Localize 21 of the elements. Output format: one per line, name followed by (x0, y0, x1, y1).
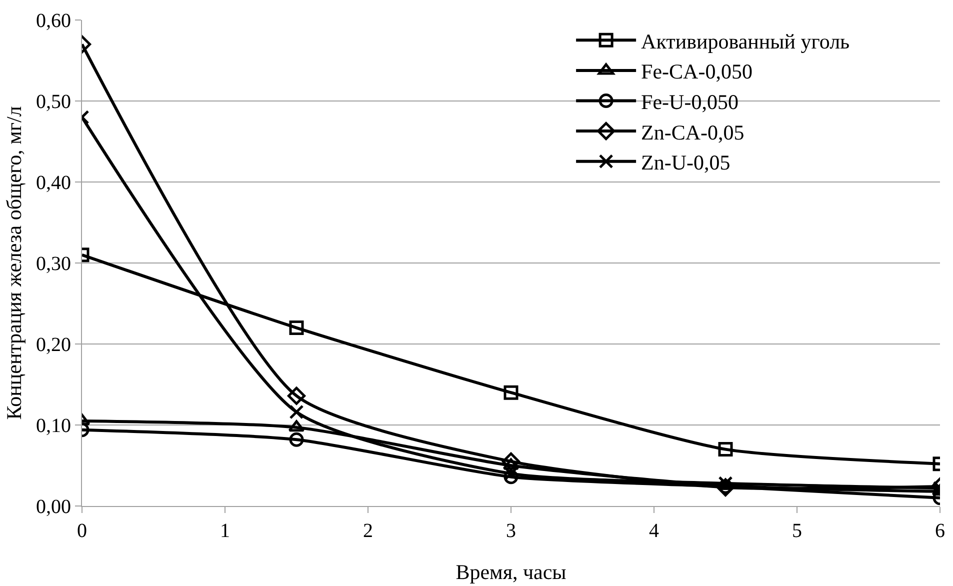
x-tick-label: 0 (77, 520, 87, 542)
x-tick-label: 3 (506, 520, 516, 542)
y-tick-label: 0,40 (36, 172, 71, 194)
x-axis-title: Время, часы (456, 560, 566, 584)
legend-label: Fe-U-0,050 (641, 90, 738, 114)
legend-label: Zn-U-0,05 (641, 150, 730, 175)
x-tick-label: 6 (935, 520, 945, 542)
y-tick-label: 0,00 (36, 496, 71, 518)
y-tick-label: 0,20 (36, 334, 71, 356)
x-tick-label: 4 (649, 520, 659, 542)
y-tick-label: 0,10 (36, 415, 71, 437)
legend-label: Zn-CA-0,05 (641, 120, 744, 144)
y-axis-title: Концентрация железа общего, мг/л (2, 106, 26, 420)
y-tick-label: 0,30 (36, 253, 71, 275)
y-tick-label: 0,60 (36, 10, 71, 32)
legend-label: Активированный уголь (641, 29, 850, 54)
y-tick-label: 0,50 (36, 91, 71, 113)
legend-label: Fe-CA-0,050 (641, 60, 752, 84)
x-tick-label: 2 (363, 520, 373, 542)
x-tick-label: 5 (792, 520, 802, 542)
x-tick-label: 1 (220, 520, 230, 542)
